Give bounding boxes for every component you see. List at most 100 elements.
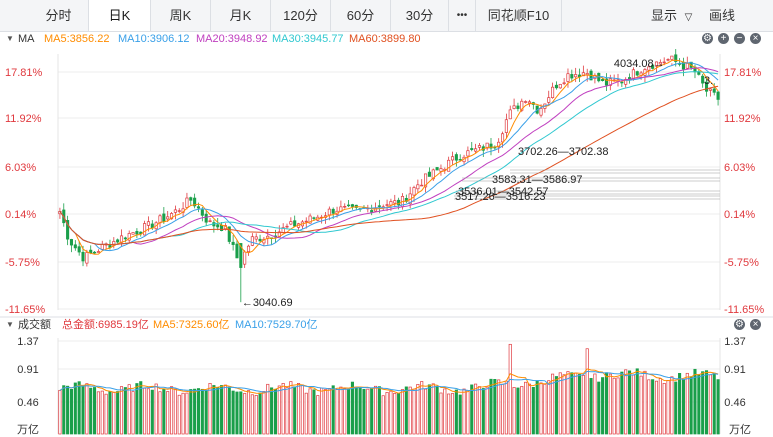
volume-chart[interactable]: 1.37 1.37 0.91 0.91 0.46 0.46 万亿 万亿: [0, 332, 773, 437]
tab-60min[interactable]: 60分: [331, 0, 391, 31]
volume-bar: [262, 391, 266, 435]
minus-icon[interactable]: −: [734, 33, 745, 44]
more-button[interactable]: •••: [449, 0, 476, 31]
candle-body: [581, 72, 585, 77]
volume-bar: [435, 386, 439, 435]
tab-monthly-k[interactable]: 月K: [211, 0, 271, 31]
volume-bar: [123, 387, 127, 435]
volume-bar: [73, 382, 77, 435]
ma20-legend: MA20:3948.92: [196, 33, 268, 45]
candle-body: [654, 61, 659, 67]
candle-body: [73, 244, 77, 249]
candle-body: [439, 168, 443, 172]
volume-bar: [577, 374, 582, 435]
volume-tick-left: 0.46: [17, 397, 38, 409]
candle-body: [474, 148, 478, 152]
volume-bar: [135, 383, 139, 435]
candle-body: [162, 213, 166, 222]
volume-bar: [678, 373, 682, 435]
tab-30min[interactable]: 30分: [391, 0, 449, 31]
draw-line-button[interactable]: 画线: [709, 8, 736, 23]
candle-body: [177, 210, 181, 212]
tab-daily-k[interactable]: 日K: [89, 0, 151, 31]
candle-body: [466, 150, 470, 157]
volume-bar: [373, 385, 378, 435]
volume-bar: [89, 387, 93, 435]
candle-body: [312, 217, 316, 219]
volume-bar: [93, 387, 97, 435]
volume-bar: [481, 388, 485, 435]
candle-body: [666, 59, 670, 61]
vol-ma10-legend: MA10:7529.70亿: [235, 319, 318, 331]
tab-weekly-k[interactable]: 周K: [151, 0, 211, 31]
volume-bar: [339, 386, 343, 435]
close-icon[interactable]: ×: [750, 319, 761, 330]
tab-120min[interactable]: 120分: [271, 0, 331, 31]
volume-bar: [443, 388, 447, 435]
candle-body: [647, 66, 651, 71]
plus-icon[interactable]: +: [718, 33, 729, 44]
volume-bar: [651, 379, 655, 435]
collapse-icon[interactable]: ▼: [6, 34, 14, 43]
volume-bar: [439, 392, 443, 435]
price-tick-right: 6.03%: [724, 162, 755, 174]
gap-label-3-marker: 3.: [704, 75, 713, 87]
candle-body: [243, 251, 247, 265]
volume-bar: [77, 381, 81, 435]
settings-icon[interactable]: ⚙: [702, 33, 713, 44]
volume-bar: [620, 371, 624, 435]
volume-bar: [477, 386, 481, 435]
volume-bar: [189, 389, 193, 435]
volume-bar: [597, 381, 601, 435]
candle-body: [246, 245, 251, 252]
volume-bar: [404, 386, 408, 435]
volume-title: 成交额: [18, 319, 51, 331]
candle-body: [454, 154, 458, 161]
volume-bar: [150, 389, 154, 435]
volume-bar: [158, 391, 162, 435]
candle-body: [416, 184, 420, 190]
price-chart[interactable]: 3702.26—3702.38 3583.31—3586.973536.01—35…: [0, 46, 773, 318]
volume-bar: [312, 389, 316, 435]
tab-intraday[interactable]: 分时: [29, 0, 89, 31]
candle-body: [393, 200, 397, 204]
candle-body: [370, 210, 374, 213]
volume-bar: [112, 392, 116, 435]
volume-bar: [508, 343, 512, 435]
volume-bar: [539, 382, 543, 435]
volume-legend: ▼ 成交额 总金额:6985.19亿 MA5:7325.60亿 MA10:752…: [0, 318, 773, 332]
candle-body: [343, 205, 347, 208]
candle-body: [716, 91, 720, 100]
volume-bar: [320, 387, 324, 435]
volume-bar: [427, 384, 431, 435]
candle-body: [185, 197, 189, 208]
collapse-icon[interactable]: ▼: [6, 320, 14, 329]
candle-body: [258, 238, 262, 242]
candle-body: [377, 205, 381, 207]
volume-bar: [231, 390, 235, 435]
display-menu[interactable]: 显示 ▽: [651, 0, 692, 31]
volume-bar: [704, 370, 709, 435]
f10-button[interactable]: 同花顺F10: [476, 0, 562, 31]
total-amount-legend: 总金额:6985.19亿: [62, 319, 149, 331]
candle-body: [420, 184, 424, 187]
candle-body: [66, 220, 70, 240]
volume-tick-right: 0.46: [724, 397, 745, 409]
candle-body: [250, 236, 254, 246]
close-icon[interactable]: ×: [750, 33, 761, 44]
low-label: ←3040.69: [242, 297, 293, 309]
ma10-line: [59, 62, 719, 252]
volume-bar: [212, 385, 216, 435]
ma10-legend: MA10:3906.12: [118, 33, 190, 45]
candle-body: [708, 88, 712, 91]
candle-body: [135, 231, 139, 235]
volume-bar: [235, 391, 239, 435]
price-tick-left: 0.14%: [5, 209, 36, 221]
volume-bar: [712, 372, 716, 435]
volume-bar: [450, 393, 455, 435]
settings-icon[interactable]: ⚙: [734, 319, 745, 330]
volume-bar: [250, 394, 254, 435]
volume-bar: [581, 375, 585, 435]
volume-bar: [716, 379, 720, 435]
volume-bar: [227, 386, 231, 435]
